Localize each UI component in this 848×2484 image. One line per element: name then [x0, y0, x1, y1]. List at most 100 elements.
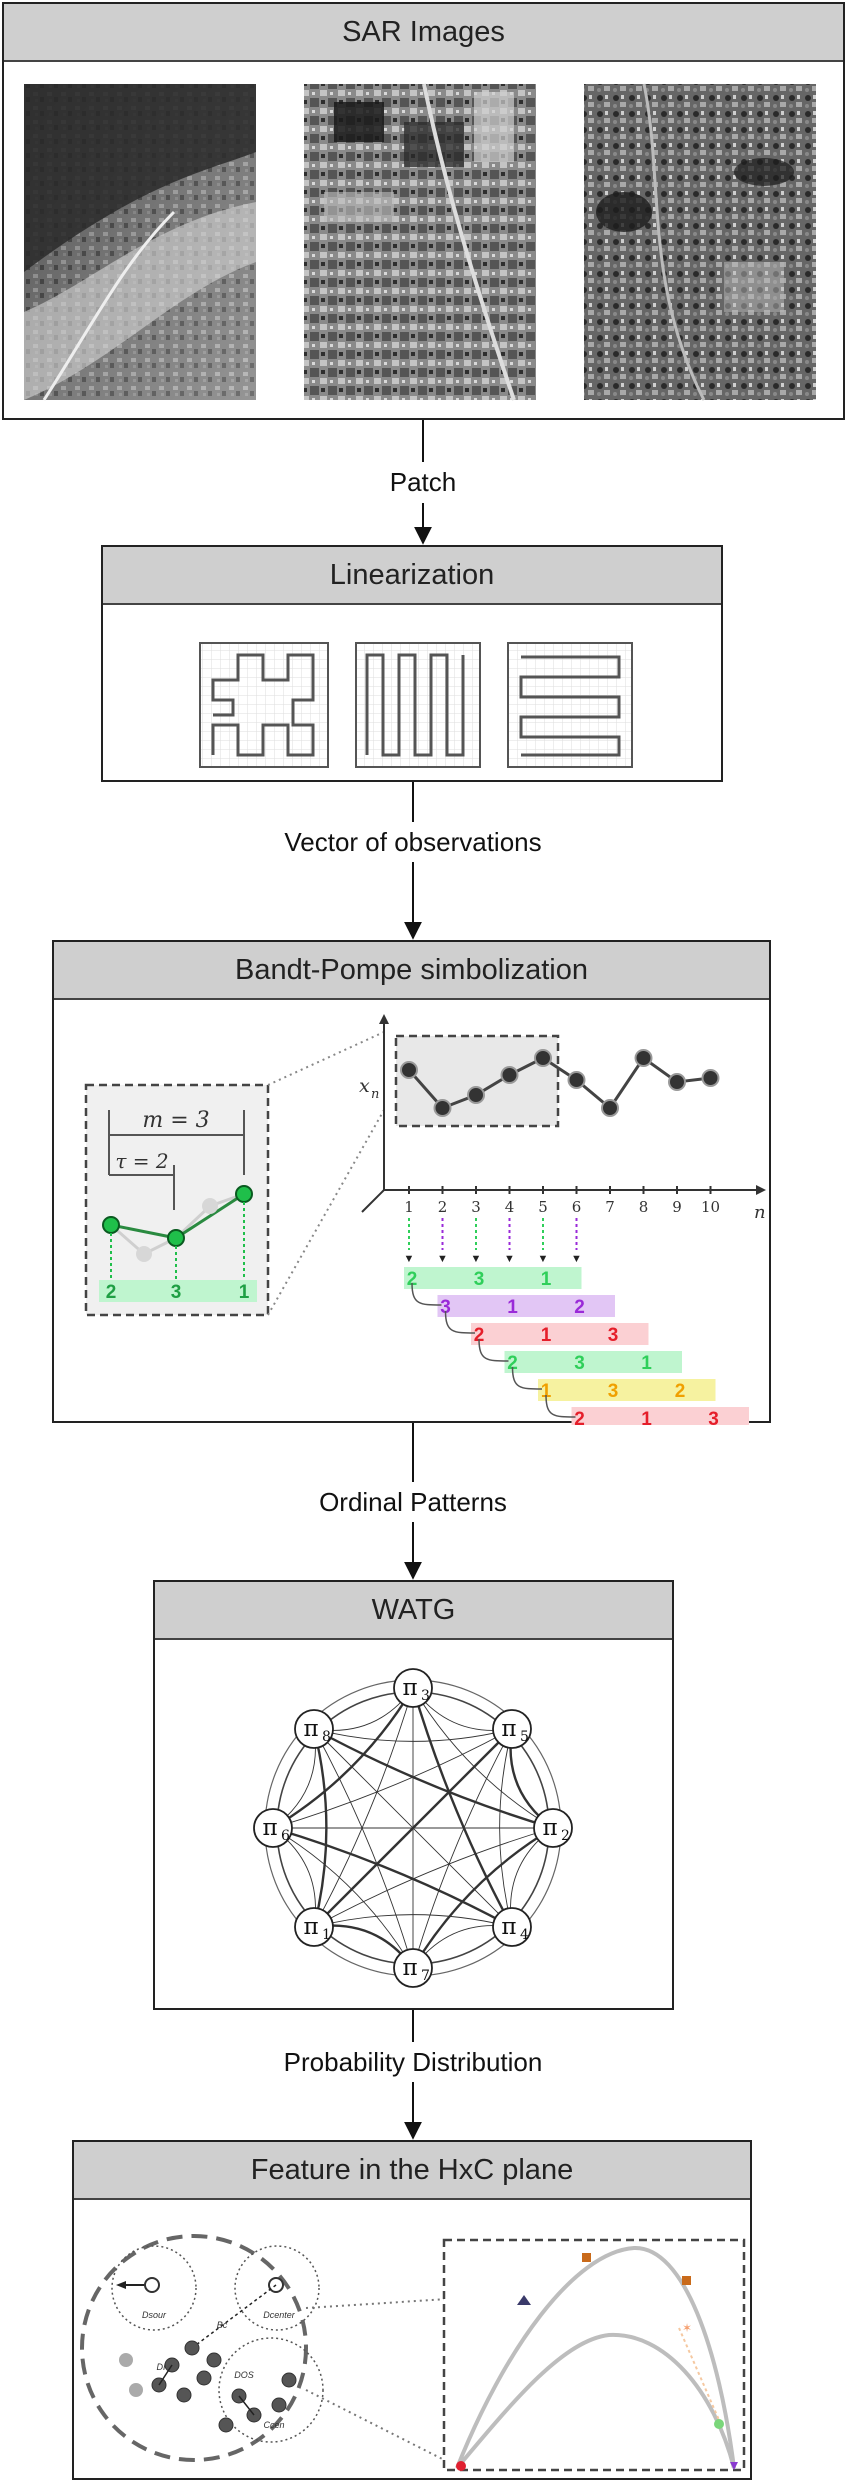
- pattern-digit: 1: [541, 1381, 552, 1402]
- watg-node-subscript: 4: [520, 1927, 529, 1943]
- edge-label-vector: Vector of observations: [284, 827, 542, 857]
- pattern-strip: [538, 1379, 716, 1401]
- watg-node-subscript: 3: [421, 1688, 430, 1704]
- pattern-digit: 1: [641, 1409, 652, 1425]
- hxc-box: Feature in the HxC plane Dsour Dcenter B…: [72, 2140, 752, 2480]
- pattern-digit: 1: [507, 1297, 518, 1318]
- watg-node-label: π: [262, 1815, 277, 1841]
- svg-text:▼: ▼: [538, 1253, 549, 1265]
- watg-node-label: π: [303, 1716, 318, 1742]
- pattern-strip: [437, 1295, 615, 1317]
- m-label: m = 3: [142, 1108, 209, 1133]
- watg-node-label: π: [402, 1675, 417, 1701]
- linearization-box: Linearization: [101, 545, 723, 782]
- edge-label-ordinal: Ordinal Patterns: [319, 1487, 507, 1517]
- pattern-digit: 3: [708, 1409, 719, 1425]
- pattern-digit: 2: [574, 1297, 585, 1318]
- zoom-pattern-digit-1: 2: [106, 1282, 117, 1303]
- series-point: [534, 1049, 552, 1067]
- hilbert-curve: [199, 642, 329, 768]
- series-point: [601, 1099, 619, 1117]
- bandt-pompe-diagram: m = 3 τ = 2 2 3 1 n x n 1 ▼ 2 ▼ 3 ▼ 4 ▼ 5 ▼ 6 ▼ 7 8 9 1…: [84, 1014, 766, 1425]
- zoom-pattern-digit-2: 3: [171, 1282, 182, 1303]
- cluster-label-bc: Bc: [217, 2320, 228, 2330]
- watg-node-label: π: [303, 1914, 318, 1940]
- watg-node-subscript: 8: [322, 1729, 331, 1745]
- cluster-label-dos: DOS: [234, 2370, 254, 2380]
- edge-label-probability: Probability Distribution: [283, 2047, 543, 2077]
- pattern-digit: 2: [407, 1269, 418, 1290]
- series-point: [634, 1049, 653, 1067]
- linearization-curves: [199, 642, 633, 768]
- series-point: [567, 1071, 586, 1089]
- watg-graph: π 3π 5π 2π 4π 7π 1π 6π 8: [253, 1668, 573, 1988]
- series-point: [433, 1099, 452, 1117]
- svg-text:▼: ▼: [404, 1253, 415, 1265]
- watg-node-label: π: [542, 1815, 557, 1841]
- sar-image-2: [304, 83, 536, 401]
- pattern-digit: 3: [474, 1269, 485, 1290]
- column-curve: [355, 642, 481, 768]
- svg-text:▼: ▼: [571, 1253, 582, 1265]
- pattern-digit: 3: [608, 1381, 619, 1402]
- cluster-label-ccen: Ccen: [263, 2420, 284, 2430]
- y-axis-label: x: [359, 1075, 370, 1097]
- tick-label: 3: [471, 1198, 481, 1216]
- watg-node-label: π: [501, 1716, 516, 1742]
- tick-label: 6: [572, 1198, 582, 1216]
- tick-label: 10: [701, 1198, 720, 1216]
- cluster-label-dis: DIS: [156, 2362, 171, 2372]
- series-point: [467, 1086, 485, 1104]
- tick-label: 7: [605, 1198, 615, 1216]
- pattern-digit: 1: [541, 1325, 552, 1346]
- watg-node-subscript: 5: [520, 1729, 529, 1745]
- y-axis-subscript: n: [371, 1087, 379, 1102]
- watg-node-subscript: 6: [281, 1828, 290, 1844]
- x-axis-label: n: [754, 1202, 766, 1223]
- pattern-digit: 3: [440, 1297, 451, 1318]
- pattern-digit: 2: [474, 1325, 485, 1346]
- series-point: [701, 1069, 720, 1087]
- linearization-title: Linearization: [103, 547, 721, 605]
- tick-label: 4: [505, 1198, 515, 1216]
- watg-title: WATG: [155, 1582, 672, 1640]
- tick-label: 9: [672, 1198, 682, 1216]
- tick-label: 5: [538, 1198, 548, 1216]
- watg-node-label: π: [402, 1955, 417, 1981]
- watg-node-subscript: 7: [421, 1968, 430, 1984]
- pattern-strip: [571, 1407, 749, 1425]
- tau-label: τ = 2: [115, 1149, 168, 1173]
- bandt-pompe-box: Bandt-Pompe simbolization m = 3 τ = 2 2 …: [52, 940, 771, 1425]
- watg-node-subscript: 1: [322, 1927, 331, 1943]
- sar-image-thumbnails: [24, 83, 816, 401]
- tick-label: 2: [438, 1198, 448, 1216]
- pattern-digit: 2: [574, 1409, 585, 1425]
- pattern-strip: [504, 1351, 682, 1373]
- pattern-digit: 1: [541, 1269, 552, 1290]
- pattern-digit: 3: [608, 1325, 619, 1346]
- svg-text:▼: ▼: [471, 1253, 482, 1265]
- pattern-digit: 2: [507, 1353, 518, 1374]
- pattern-strip: [404, 1267, 582, 1289]
- zoom-pattern-digit-3: 1: [239, 1282, 250, 1303]
- sar-images-title: SAR Images: [4, 4, 843, 62]
- watg-node-subscript: 2: [561, 1828, 570, 1844]
- edge-label-patch: Patch: [389, 467, 457, 497]
- bandt-pompe-title: Bandt-Pompe simbolization: [54, 942, 769, 1000]
- series-point: [400, 1061, 418, 1079]
- cluster-label-dsour: Dsour: [142, 2310, 167, 2320]
- hxc-diagram: Dsour Dcenter Bc DIS DOS Ccen ✶: [80, 2234, 746, 2472]
- svg-text:✶: ✶: [682, 2321, 692, 2335]
- cluster-label-dcenter: Dcenter: [263, 2310, 296, 2320]
- pattern-digit: 3: [574, 1353, 585, 1374]
- sar-images-box: SAR Images: [2, 2, 845, 420]
